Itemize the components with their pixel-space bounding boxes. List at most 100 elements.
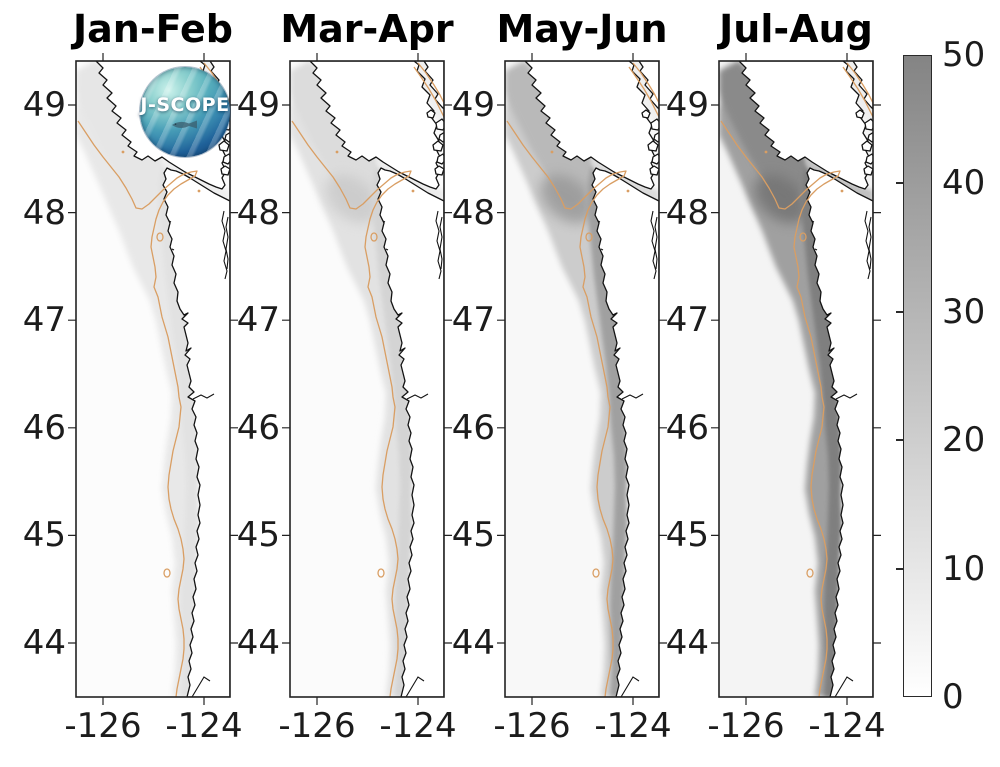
lat-tick-label: 47 bbox=[22, 300, 66, 341]
colorbar-tick-label: 40 bbox=[942, 163, 986, 204]
lat-tick-label: 47 bbox=[236, 300, 280, 341]
nearshore-shading bbox=[158, 166, 198, 697]
lat-tick-label: 47 bbox=[665, 300, 709, 341]
lat-tick-label: 49 bbox=[665, 85, 709, 125]
columbia-river-line bbox=[811, 220, 858, 697]
map-panel-svg bbox=[497, 53, 667, 705]
lon-tick-label: -124 bbox=[165, 706, 243, 746]
axis-ticks bbox=[282, 53, 452, 705]
contour-dots bbox=[550, 150, 630, 193]
lat-tick-label: 49 bbox=[236, 85, 280, 125]
lat-tick-label: 44 bbox=[451, 623, 495, 663]
axis-ticks bbox=[68, 53, 238, 705]
lat-tick-label: 44 bbox=[236, 623, 280, 663]
washington-oregon-land bbox=[805, 167, 873, 697]
lon-tick-label: -124 bbox=[808, 706, 886, 746]
colorbar-tick-label: 30 bbox=[942, 291, 986, 332]
lon-tick-label: -126 bbox=[707, 706, 785, 746]
nearshore-shading bbox=[587, 166, 627, 697]
washington-oregon-land bbox=[162, 167, 230, 697]
lat-tick-label: 48 bbox=[22, 192, 66, 233]
jscope-logo-text: J-SCOPE bbox=[140, 94, 230, 116]
lat-tick-label: 45 bbox=[22, 515, 66, 556]
panel-title: Mar-Apr bbox=[280, 7, 454, 51]
puget-sound-lines bbox=[650, 210, 658, 280]
jscope-logo: J-SCOPE bbox=[140, 67, 230, 157]
puget-sound-lines bbox=[435, 210, 443, 280]
contour-dots bbox=[764, 150, 844, 193]
colorbar-tick bbox=[896, 567, 903, 570]
fish-icon bbox=[172, 120, 197, 129]
lat-tick-label: 46 bbox=[236, 407, 280, 448]
axes-box bbox=[504, 60, 660, 698]
columbia-river-line bbox=[382, 220, 429, 697]
lat-tick-label: 47 bbox=[451, 300, 495, 341]
lat-tick-label: 44 bbox=[22, 623, 66, 663]
coastline bbox=[738, 61, 873, 697]
vancouver-island-land bbox=[738, 61, 870, 190]
axes-box bbox=[75, 60, 231, 698]
lat-tick-label: 49 bbox=[451, 85, 495, 125]
lon-tick-label: -124 bbox=[379, 706, 457, 746]
lat-tick-label: 45 bbox=[451, 515, 495, 556]
nearshore-shading bbox=[801, 166, 841, 697]
inland-waterways bbox=[811, 210, 872, 697]
map-panel bbox=[282, 53, 452, 705]
colorbar-tick bbox=[896, 182, 903, 185]
islands bbox=[641, 109, 659, 176]
lat-tick-label: 49 bbox=[22, 85, 66, 125]
isobath-contour bbox=[291, 62, 444, 697]
light-rays-decoration bbox=[140, 67, 230, 157]
panel-title: Jan-Feb bbox=[73, 7, 233, 51]
washington-oregon-land bbox=[591, 167, 659, 697]
inland-waterways bbox=[597, 210, 658, 697]
inland-waterways bbox=[382, 210, 443, 697]
contour-dots bbox=[335, 150, 415, 193]
colorbar-tick-label: 10 bbox=[942, 548, 986, 589]
axis-ticks bbox=[711, 53, 881, 705]
colorbar bbox=[903, 55, 932, 697]
lon-tick-label: -124 bbox=[594, 706, 672, 746]
vancouver-island-land bbox=[524, 61, 656, 190]
puget-sound-lines bbox=[864, 210, 872, 280]
colorbar-tick-label: 0 bbox=[942, 677, 964, 717]
columbia-river-line bbox=[597, 220, 644, 697]
colorbar-tick bbox=[896, 439, 903, 442]
lat-tick-label: 48 bbox=[665, 192, 709, 233]
axes-box bbox=[289, 60, 445, 698]
isobath-contour bbox=[506, 62, 659, 697]
colorbar-tick-label: 20 bbox=[942, 420, 986, 461]
islands bbox=[855, 109, 873, 176]
nearshore-shading bbox=[372, 166, 412, 697]
lon-tick-label: -126 bbox=[278, 706, 356, 746]
lat-tick-label: 46 bbox=[22, 407, 66, 448]
inland-waterways bbox=[168, 210, 229, 697]
columbia-river-line bbox=[168, 220, 215, 697]
axis-ticks bbox=[497, 53, 667, 705]
isobath-contour bbox=[720, 62, 873, 697]
map-panel-svg bbox=[711, 53, 881, 705]
colorbar-tick bbox=[896, 310, 903, 313]
map-panel bbox=[68, 53, 238, 705]
lat-tick-label: 48 bbox=[236, 192, 280, 233]
map-panel-svg bbox=[282, 53, 452, 705]
axes-box bbox=[718, 60, 874, 698]
lat-tick-label: 46 bbox=[665, 407, 709, 448]
lat-tick-label: 44 bbox=[665, 623, 709, 663]
map-panel-svg bbox=[68, 53, 238, 705]
lat-tick-label: 46 bbox=[451, 407, 495, 448]
map-panel bbox=[497, 53, 667, 705]
puget-sound-lines bbox=[221, 210, 229, 280]
colorbar-tick-label: 50 bbox=[942, 35, 986, 75]
panel-title: Jul-Aug bbox=[719, 7, 873, 51]
islands bbox=[426, 109, 444, 176]
map-panel bbox=[711, 53, 881, 705]
lat-tick-label: 45 bbox=[236, 515, 280, 556]
panel-title: May-Jun bbox=[496, 7, 668, 51]
washington-oregon-land bbox=[376, 167, 444, 697]
lon-tick-label: -126 bbox=[64, 706, 142, 746]
lon-tick-label: -126 bbox=[493, 706, 571, 746]
vancouver-island-land bbox=[309, 61, 441, 190]
contour-dots bbox=[121, 150, 201, 193]
